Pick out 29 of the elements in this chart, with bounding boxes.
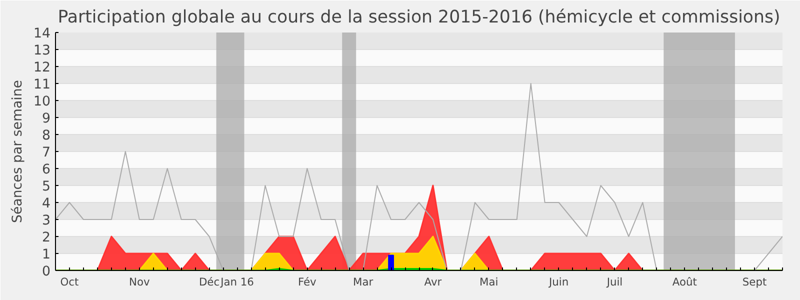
- y-tick-label: 11: [34, 78, 51, 92]
- x-tick-label: Août: [672, 276, 697, 288]
- x-tick-label: Juil: [606, 276, 623, 288]
- x-tick-label: Jan 16: [220, 276, 254, 288]
- y-tick-label: 0: [42, 264, 51, 280]
- y-tick-label: 9: [42, 112, 51, 126]
- y-tick-label: 8: [42, 128, 51, 144]
- y-tick-label: 12: [34, 60, 51, 76]
- x-tick-label: Mai: [480, 276, 498, 288]
- x-tick-label: Oct: [60, 276, 79, 288]
- x-tick-label: Avr: [424, 276, 442, 288]
- x-tick-label: Sept: [742, 276, 767, 288]
- y-tick-label: 5: [42, 180, 51, 194]
- y-axis-title: Séances par semaine: [10, 80, 26, 223]
- y-tick-label: 10: [34, 94, 51, 110]
- x-tick-label: Mar: [353, 276, 374, 288]
- chart-title: Participation globale au cours de la session 2015-2016 (hémicycle et commissions): [58, 8, 780, 28]
- y-tick-label: 1: [42, 248, 51, 262]
- y-tick-label: 14: [34, 26, 51, 42]
- y-tick-label: 13: [34, 44, 51, 58]
- x-tick-label: Juin: [548, 276, 569, 288]
- x-tick-label: Nov: [128, 276, 150, 288]
- y-tick-label: 7: [42, 146, 51, 160]
- x-tick-label: Fév: [298, 276, 316, 288]
- y-tick-label: 3: [42, 214, 51, 228]
- y-tick-label: 2: [42, 230, 51, 246]
- y-tick-label: 6: [42, 162, 51, 178]
- y-tick-label: 4: [42, 196, 51, 212]
- x-tick-label: Déc: [198, 276, 220, 288]
